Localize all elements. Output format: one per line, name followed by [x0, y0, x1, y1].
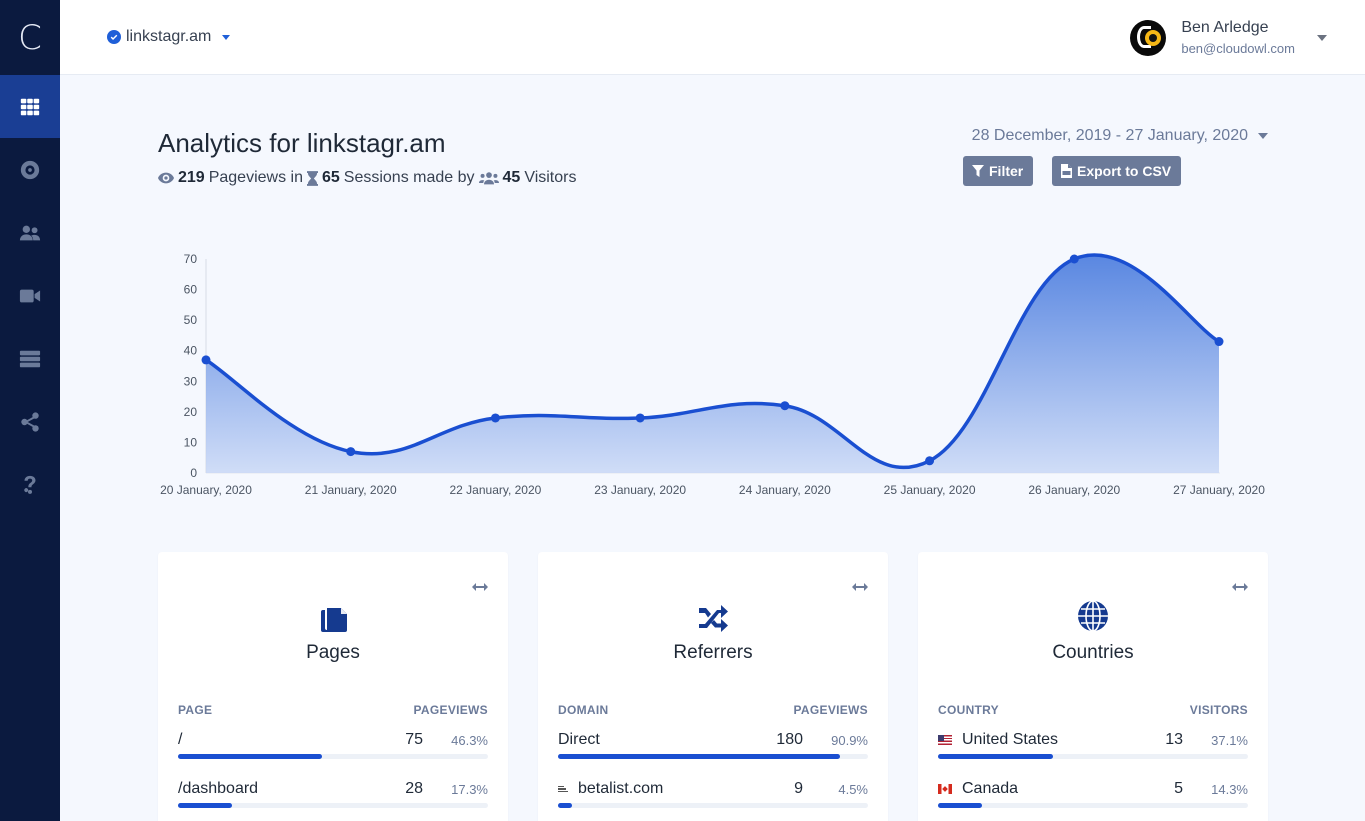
share-icon — [21, 411, 39, 432]
target-icon — [20, 160, 40, 179]
avatar — [1130, 20, 1167, 56]
sidebar: C — [0, 0, 60, 821]
users-icon — [19, 225, 41, 240]
table-row[interactable]: Direct 180 90.9% — [558, 731, 868, 771]
copy-icon — [321, 608, 347, 632]
sidebar-item-share[interactable] — [0, 390, 60, 453]
sidebar-item-sites[interactable] — [0, 327, 60, 390]
question-icon — [24, 475, 36, 494]
progress-bar — [178, 803, 488, 808]
table-row[interactable]: Canada 5 14.3% — [938, 780, 1248, 820]
sidebar-item-goals[interactable] — [0, 138, 60, 201]
svg-text:23 January, 2020: 23 January, 2020 — [594, 483, 686, 497]
svg-text:24 January, 2020: 24 January, 2020 — [739, 483, 831, 497]
svg-text:50: 50 — [184, 313, 198, 327]
favicon-icon — [558, 784, 568, 794]
pages-card: Pages PAGE PAGEVIEWS / 75 46.3% /dashboa… — [158, 552, 508, 821]
app-logo[interactable]: C — [18, 17, 42, 58]
sidebar-item-help[interactable] — [0, 453, 60, 516]
site-name: linkstagr.am — [126, 28, 212, 45]
card-title: Pages — [306, 642, 360, 663]
x-axis: 20 January, 2020 21 January, 2020 22 Janua… — [160, 483, 1265, 497]
filter-icon — [972, 165, 984, 177]
progress-bar — [938, 754, 1248, 759]
hourglass-icon — [306, 170, 318, 186]
grid-icon — [20, 98, 40, 115]
chart-line — [205, 253, 1220, 470]
table-row[interactable]: /dashboard 28 17.3% — [178, 780, 488, 820]
chevron-down-icon — [1317, 35, 1327, 41]
progress-bar — [558, 754, 868, 759]
verified-check-icon — [107, 30, 121, 44]
sidebar-item-visitors[interactable] — [0, 201, 60, 264]
users-icon — [478, 172, 499, 185]
svg-text:40: 40 — [184, 344, 198, 358]
table-row[interactable]: betalist.com 9 4.5% — [558, 780, 868, 820]
svg-text:25 January, 2020: 25 January, 2020 — [884, 483, 976, 497]
filter-button[interactable]: Filter — [963, 156, 1034, 186]
chevron-down-icon — [222, 34, 231, 40]
expand-icon[interactable] — [472, 582, 488, 592]
svg-text:10: 10 — [184, 435, 198, 449]
table-row[interactable]: / 75 46.3% — [178, 731, 488, 771]
svg-text:30: 30 — [184, 374, 198, 388]
table-row[interactable]: United States 13 37.1% — [938, 731, 1248, 771]
eye-icon — [158, 172, 174, 184]
shuffle-icon — [699, 605, 728, 632]
user-menu[interactable]: Ben Arledge ben@cloudowl.com — [1130, 18, 1327, 58]
pageviews-count: 219 — [178, 169, 205, 186]
progress-bar — [938, 803, 1248, 808]
svg-text:20 January, 2020: 20 January, 2020 — [160, 483, 252, 497]
svg-text:26 January, 2020: 26 January, 2020 — [1028, 483, 1120, 497]
chart-area — [206, 255, 1219, 473]
svg-text:27 January, 2020: 27 January, 2020 — [1173, 483, 1265, 497]
us-flag-icon — [938, 735, 952, 745]
card-title: Countries — [1052, 642, 1134, 663]
sidebar-item-recordings[interactable] — [0, 264, 60, 327]
chart-points — [201, 254, 1224, 466]
csv-file-icon — [1061, 164, 1072, 178]
summary-stats: 219 Pageviews in 65 Sessions made by 45 … — [158, 169, 576, 187]
user-email: ben@cloudowl.com — [1181, 41, 1295, 56]
video-icon — [19, 289, 41, 302]
date-range-picker[interactable]: 28 December, 2019 - 27 January, 2020 — [972, 127, 1268, 145]
server-icon — [19, 350, 41, 367]
referrers-card: Referrers DOMAIN PAGEVIEWS Direct 180 90… — [538, 552, 888, 821]
canada-flag-icon — [938, 784, 952, 794]
chevron-down-icon — [1258, 133, 1268, 139]
svg-text:20: 20 — [184, 405, 198, 419]
progress-bar — [558, 803, 868, 808]
countries-card: Countries COUNTRY VISITORS United States… — [918, 552, 1268, 821]
visitors-count: 45 — [502, 169, 521, 186]
sessions-count: 65 — [321, 169, 340, 186]
page-title: Analytics for linkstagr.am — [158, 128, 446, 158]
globe-icon — [1078, 600, 1108, 632]
sidebar-item-dashboard[interactable] — [0, 75, 60, 138]
site-selector[interactable]: linkstagr.am — [107, 28, 231, 46]
user-name: Ben Arledge — [1181, 19, 1269, 36]
expand-icon[interactable] — [1232, 582, 1248, 592]
card-title: Referrers — [673, 642, 753, 663]
pageviews-chart: 0 10 20 30 40 50 60 70 20 January, 2020 21 Janua… — [160, 252, 1265, 497]
table-header: PAGE PAGEVIEWS — [178, 703, 488, 717]
export-csv-button[interactable]: Export to CSV — [1052, 156, 1182, 186]
progress-bar — [178, 754, 488, 759]
topbar: linkstagr.am Ben Arledge ben@cloudowl.co… — [60, 0, 1365, 75]
y-axis: 0 10 20 30 40 50 60 70 — [184, 252, 198, 480]
svg-text:22 January, 2020: 22 January, 2020 — [449, 483, 541, 497]
table-header: COUNTRY VISITORS — [938, 703, 1248, 717]
svg-text:0: 0 — [190, 466, 197, 480]
svg-text:60: 60 — [184, 283, 198, 297]
svg-text:70: 70 — [184, 252, 198, 266]
svg-text:21 January, 2020: 21 January, 2020 — [305, 483, 397, 497]
expand-icon[interactable] — [852, 582, 868, 592]
table-header: DOMAIN PAGEVIEWS — [558, 703, 868, 717]
